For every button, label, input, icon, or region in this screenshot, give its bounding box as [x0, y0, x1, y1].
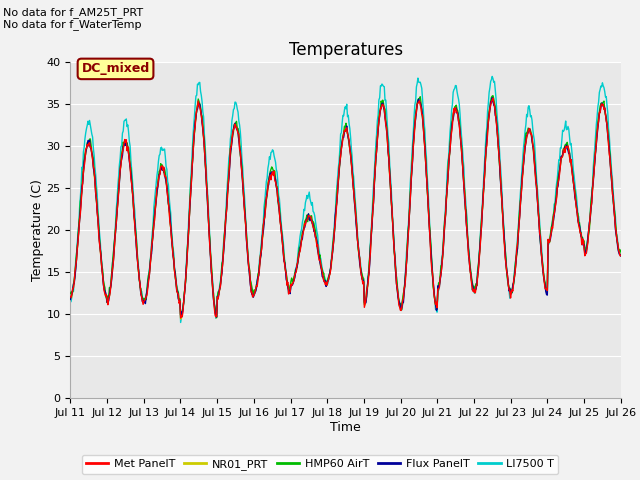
NR01_PRT [488, 97, 496, 103]
Met PanelT [413, 101, 421, 107]
Flux PanelT [488, 95, 496, 100]
HMP60 AirT [429, 284, 437, 290]
Line: Met PanelT: Met PanelT [70, 98, 621, 318]
Text: DC_mixed: DC_mixed [81, 62, 150, 75]
LI7500 T [190, 123, 198, 129]
LI7500 T [133, 246, 141, 252]
LI7500 T [67, 300, 74, 305]
Flux PanelT [413, 102, 421, 108]
LI7500 T [413, 81, 421, 86]
NR01_PRT [219, 258, 227, 264]
Text: No data for f_WaterTemp: No data for f_WaterTemp [3, 19, 141, 30]
LI7500 T [617, 253, 625, 259]
HMP60 AirT [413, 100, 421, 106]
HMP60 AirT [133, 245, 141, 251]
HMP60 AirT [67, 291, 74, 297]
Flux PanelT [219, 258, 227, 264]
HMP60 AirT [617, 249, 625, 255]
Met PanelT [177, 315, 184, 321]
NR01_PRT [77, 208, 84, 214]
Line: Flux PanelT: Flux PanelT [70, 97, 621, 317]
Flux PanelT [77, 206, 84, 212]
Met PanelT [489, 96, 497, 101]
LI7500 T [219, 254, 227, 260]
Line: HMP60 AirT: HMP60 AirT [70, 96, 621, 317]
LI7500 T [488, 73, 496, 79]
LI7500 T [429, 281, 437, 287]
Legend: Met PanelT, NR01_PRT, HMP60 AirT, Flux PanelT, LI7500 T: Met PanelT, NR01_PRT, HMP60 AirT, Flux P… [81, 455, 559, 474]
NR01_PRT [429, 284, 437, 290]
Flux PanelT [617, 253, 625, 259]
HMP60 AirT [489, 93, 497, 98]
Met PanelT [67, 294, 74, 300]
Line: LI7500 T: LI7500 T [70, 76, 621, 323]
HMP60 AirT [219, 258, 227, 264]
HMP60 AirT [77, 199, 84, 204]
HMP60 AirT [212, 314, 220, 320]
LI7500 T [177, 320, 184, 325]
NR01_PRT [67, 294, 74, 300]
Flux PanelT [212, 314, 220, 320]
Title: Temperatures: Temperatures [289, 41, 403, 60]
NR01_PRT [133, 251, 141, 257]
NR01_PRT [413, 102, 421, 108]
Y-axis label: Temperature (C): Temperature (C) [31, 180, 44, 281]
Flux PanelT [429, 280, 437, 286]
LI7500 T [77, 194, 84, 200]
HMP60 AirT [189, 150, 196, 156]
Met PanelT [429, 279, 437, 285]
Met PanelT [219, 261, 227, 267]
NR01_PRT [190, 142, 198, 147]
Line: NR01_PRT: NR01_PRT [70, 100, 621, 319]
Text: No data for f_AM25T_PRT: No data for f_AM25T_PRT [3, 7, 143, 18]
NR01_PRT [617, 252, 625, 258]
Met PanelT [190, 139, 198, 145]
NR01_PRT [177, 316, 184, 322]
Flux PanelT [189, 152, 196, 157]
Met PanelT [133, 250, 141, 256]
X-axis label: Time: Time [330, 421, 361, 434]
Flux PanelT [133, 253, 141, 259]
Met PanelT [77, 211, 84, 216]
Flux PanelT [67, 297, 74, 302]
Met PanelT [617, 253, 625, 259]
